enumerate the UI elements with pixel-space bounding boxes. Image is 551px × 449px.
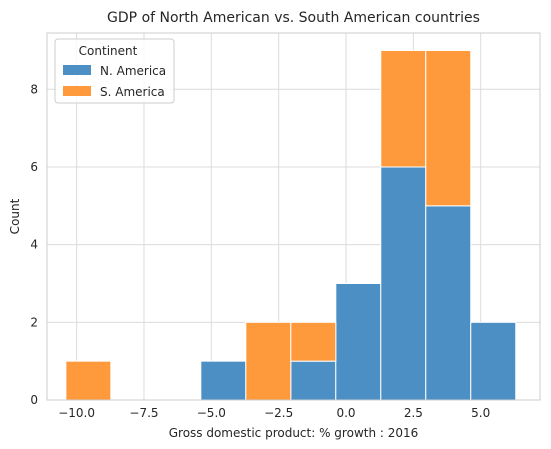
y-tick-label: 6 xyxy=(30,160,38,174)
legend-label-s-america: S. America xyxy=(100,85,165,99)
bar-n-america-9 xyxy=(470,321,517,401)
bar-s-america-5 xyxy=(290,321,337,362)
x-tick-label: −7.5 xyxy=(129,406,158,420)
bar-n-america-5 xyxy=(290,360,337,401)
x-tick-label: −10.0 xyxy=(58,406,95,420)
axes-frame xyxy=(46,32,541,401)
bar-n-america-7 xyxy=(380,166,427,401)
bars xyxy=(65,49,517,401)
x-axis-label: Gross domestic product: % growth : 2016 xyxy=(169,426,419,440)
y-axis-label: Count xyxy=(8,198,22,234)
bar-s-america-0 xyxy=(65,360,112,401)
bar-s-america-4 xyxy=(245,321,292,401)
x-tick-label: 0.0 xyxy=(336,406,355,420)
bar-n-america-6 xyxy=(335,282,382,401)
legend-swatch-s-america xyxy=(63,86,91,96)
bar-n-america-3 xyxy=(200,360,247,401)
legend-swatch-n-america xyxy=(63,65,91,75)
x-tick-label: 2.5 xyxy=(404,406,423,420)
bar-s-america-8 xyxy=(425,49,472,207)
legend-title: Continent xyxy=(79,44,138,58)
y-tick-label: 4 xyxy=(30,238,38,252)
x-tick-label: −2.5 xyxy=(264,406,293,420)
axes-border xyxy=(46,32,541,401)
y-tick-label: 0 xyxy=(30,393,38,407)
y-axis-ticks: 0 2 4 6 8 xyxy=(30,82,38,407)
y-tick-label: 2 xyxy=(30,315,38,329)
chart-title: GDP of North American vs. South American… xyxy=(107,10,480,26)
x-tick-label: −5.0 xyxy=(197,406,226,420)
x-axis-ticks: −10.0 −7.5 −5.0 −2.5 0.0 2.5 5.0 xyxy=(58,406,490,420)
x-tick-label: 5.0 xyxy=(471,406,490,420)
legend: Continent N. America S. America xyxy=(54,38,175,104)
bar-s-america-7 xyxy=(380,49,427,168)
y-tick-label: 8 xyxy=(30,82,38,96)
bar-n-america-8 xyxy=(425,205,472,401)
legend-label-n-america: N. America xyxy=(100,64,166,78)
